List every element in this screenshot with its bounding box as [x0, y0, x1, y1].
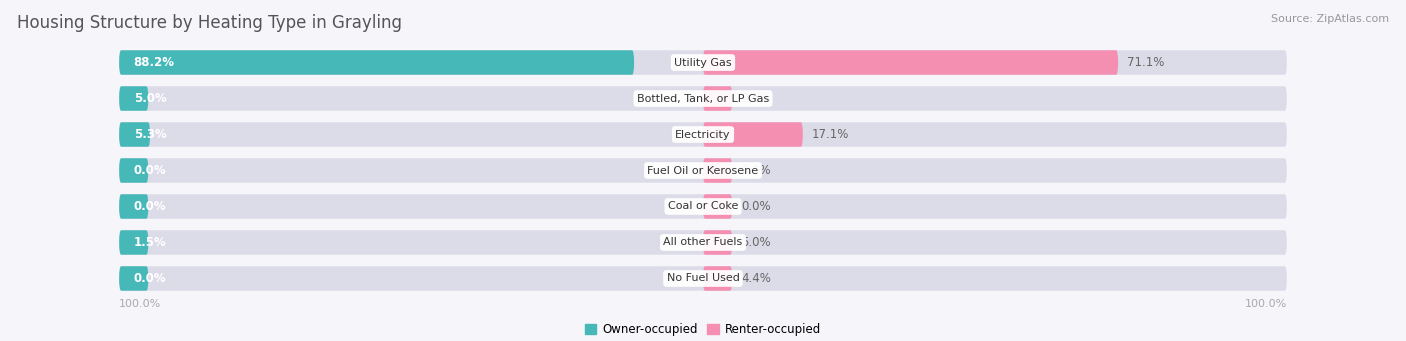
Text: 17.1%: 17.1% — [811, 128, 849, 141]
Text: 2.5%: 2.5% — [741, 92, 770, 105]
Text: Coal or Coke: Coal or Coke — [668, 202, 738, 211]
Text: No Fuel Used: No Fuel Used — [666, 273, 740, 283]
Text: 0.0%: 0.0% — [134, 272, 166, 285]
Text: Source: ZipAtlas.com: Source: ZipAtlas.com — [1271, 14, 1389, 24]
FancyBboxPatch shape — [120, 266, 1286, 291]
Text: 0.0%: 0.0% — [741, 200, 770, 213]
FancyBboxPatch shape — [703, 86, 733, 111]
FancyBboxPatch shape — [120, 230, 149, 255]
FancyBboxPatch shape — [120, 194, 1286, 219]
Text: Housing Structure by Heating Type in Grayling: Housing Structure by Heating Type in Gra… — [17, 14, 402, 32]
Text: Electricity: Electricity — [675, 130, 731, 139]
FancyBboxPatch shape — [120, 50, 1286, 75]
FancyBboxPatch shape — [703, 50, 1118, 75]
FancyBboxPatch shape — [703, 230, 733, 255]
FancyBboxPatch shape — [120, 194, 149, 219]
Text: Bottled, Tank, or LP Gas: Bottled, Tank, or LP Gas — [637, 93, 769, 104]
FancyBboxPatch shape — [703, 266, 733, 291]
FancyBboxPatch shape — [120, 86, 1286, 111]
Text: 1.5%: 1.5% — [134, 236, 166, 249]
Text: 0.0%: 0.0% — [134, 164, 166, 177]
Legend: Owner-occupied, Renter-occupied: Owner-occupied, Renter-occupied — [579, 318, 827, 341]
FancyBboxPatch shape — [703, 122, 803, 147]
FancyBboxPatch shape — [120, 50, 634, 75]
Text: 100.0%: 100.0% — [1244, 299, 1286, 309]
Text: 100.0%: 100.0% — [120, 299, 162, 309]
Text: All other Fuels: All other Fuels — [664, 237, 742, 248]
FancyBboxPatch shape — [120, 158, 1286, 183]
FancyBboxPatch shape — [120, 122, 150, 147]
FancyBboxPatch shape — [703, 194, 733, 219]
FancyBboxPatch shape — [703, 158, 733, 183]
FancyBboxPatch shape — [120, 230, 1286, 255]
Text: 71.1%: 71.1% — [1126, 56, 1164, 69]
Text: 5.0%: 5.0% — [741, 236, 770, 249]
FancyBboxPatch shape — [120, 158, 149, 183]
Text: 5.0%: 5.0% — [134, 92, 166, 105]
Text: 4.4%: 4.4% — [741, 272, 770, 285]
Text: 0.0%: 0.0% — [741, 164, 770, 177]
Text: Fuel Oil or Kerosene: Fuel Oil or Kerosene — [647, 165, 759, 176]
FancyBboxPatch shape — [120, 122, 1286, 147]
FancyBboxPatch shape — [120, 266, 149, 291]
FancyBboxPatch shape — [120, 86, 149, 111]
Text: 88.2%: 88.2% — [134, 56, 174, 69]
Text: Utility Gas: Utility Gas — [675, 58, 731, 68]
Text: 5.3%: 5.3% — [134, 128, 166, 141]
Text: 0.0%: 0.0% — [134, 200, 166, 213]
